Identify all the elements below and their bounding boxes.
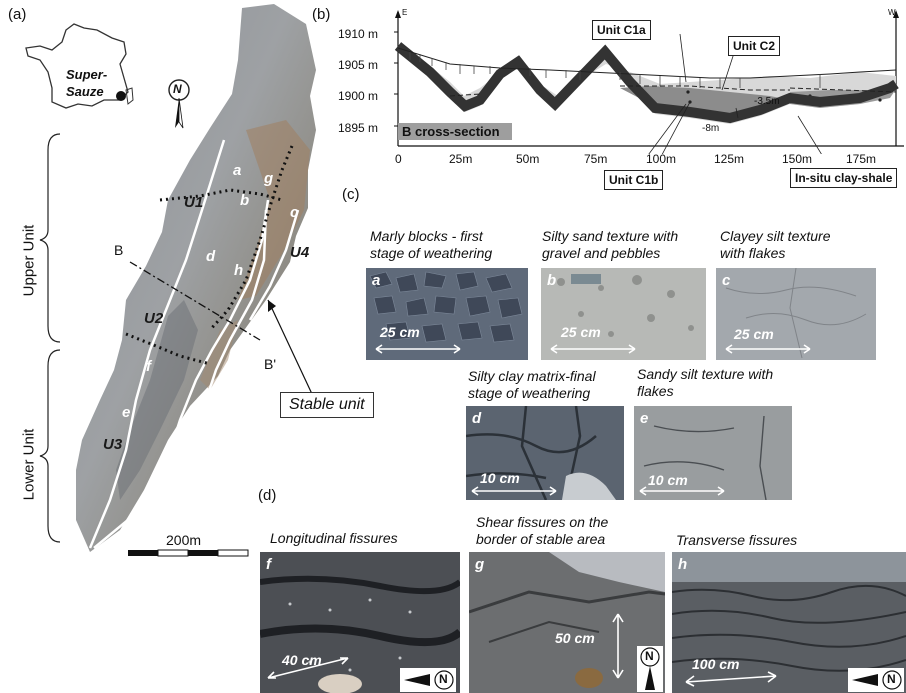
unit-u2-label: U2 (144, 310, 163, 327)
y-tick-1905: 1905 m (338, 58, 378, 72)
unit-brackets (38, 130, 68, 550)
cross-section-title: B cross-section (398, 123, 512, 140)
x-tick-125: 125m (714, 152, 744, 166)
texture-a-caption: Marly blocks - first stage of weathering (370, 228, 492, 262)
map-marker-d: d (206, 248, 215, 265)
fissure-h-caption: Transverse fissures (676, 532, 797, 549)
texture-d-caption: Silty clay matrix-final stage of weatheri… (468, 368, 596, 402)
x-tick-0: 0 (395, 152, 402, 166)
north-arrow-icon: N (637, 646, 663, 692)
depth-label-1: -3.5m (754, 96, 780, 107)
landslide-map (60, 0, 340, 560)
y-tick-1895: 1895 m (338, 121, 378, 135)
map-marker-h: h (234, 262, 243, 279)
direction-e: E (402, 8, 407, 17)
panel-label-c: (c) (342, 186, 360, 203)
north-arrow-icon: N (848, 668, 904, 692)
photo-texture-b: b 25 cm (541, 268, 706, 360)
texture-b-caption: Silty sand texture with gravel and pebble… (542, 228, 678, 262)
map-marker-e: e (122, 404, 130, 421)
unit-u3-label: U3 (103, 436, 122, 453)
depth-label-2: -8m (702, 123, 719, 134)
photo-texture-e: e 10 cm (634, 406, 792, 500)
texture-c-caption: Clayey silt texture with flakes (720, 228, 830, 262)
lower-unit-label: Lower Unit (21, 410, 38, 520)
upper-unit-label: Upper Unit (21, 206, 38, 316)
y-tick-1910: 1910 m (338, 27, 378, 41)
x-tick-25: 25m (449, 152, 472, 166)
unit-u4-label: U4 (290, 244, 309, 261)
stable-unit-label: Stable unit (280, 392, 374, 418)
x-tick-175: 175m (846, 152, 876, 166)
map-marker-b: b (240, 192, 249, 209)
unit-shale-label: In-situ clay-shale (790, 168, 897, 188)
map-marker-f: f (146, 358, 151, 375)
scale-bar (126, 548, 256, 560)
fissure-g-caption: Shear fissures on the border of stable ar… (476, 514, 608, 548)
unit-c1b-label: Unit C1b (604, 170, 663, 190)
x-tick-75: 75m (584, 152, 607, 166)
map-marker-g: g (264, 170, 273, 187)
unit-u1-label: U1 (184, 194, 203, 211)
scale-label: 200m (166, 532, 201, 548)
photo-fissure-f: f 40 cm N (260, 552, 460, 693)
photo-texture-d: d 10 cm (466, 406, 624, 500)
x-tick-150: 150m (782, 152, 812, 166)
photo-texture-c: c 25 cm (716, 268, 876, 360)
fissure-f-caption: Longitudinal fissures (270, 530, 398, 547)
stable-unit-arrow (260, 290, 320, 400)
north-arrow-icon: N (400, 668, 456, 692)
x-tick-50: 50m (516, 152, 539, 166)
unit-c2-label: Unit C2 (728, 36, 780, 56)
direction-w: W (888, 8, 896, 17)
y-tick-1900: 1900 m (338, 89, 378, 103)
section-start-label: B (114, 242, 123, 258)
unit-c1a-label: Unit C1a (592, 20, 651, 40)
map-marker-a: a (233, 162, 241, 179)
photo-fissure-h: h 100 cm N (672, 552, 906, 693)
texture-e-caption: Sandy silt texture with flakes (637, 366, 773, 400)
map-marker-c: c (290, 204, 298, 221)
photo-texture-a: a 25 cm (366, 268, 528, 360)
photo-fissure-g: g 50 cm N (469, 552, 665, 693)
x-tick-100: 100m (646, 152, 676, 166)
